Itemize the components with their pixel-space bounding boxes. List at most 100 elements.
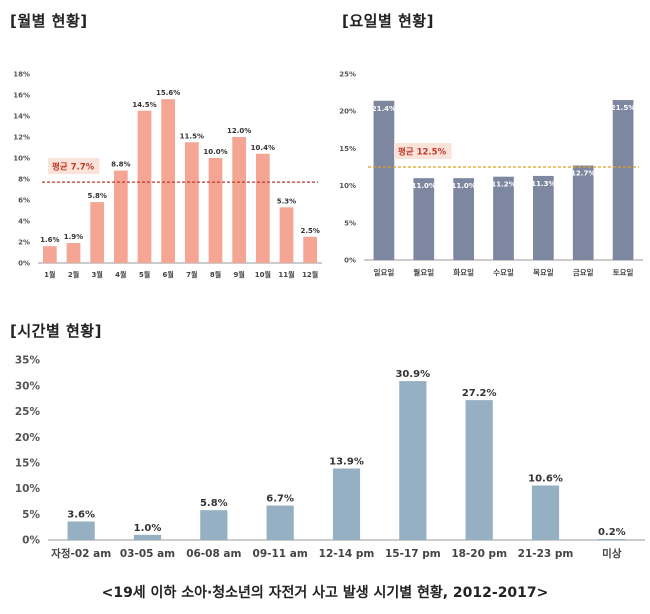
y-tick-label: 4% [18,217,30,225]
bar [133,534,162,540]
y-tick-label: 16% [13,91,30,99]
hourly-chart: 0% 5% 10% 15% 20% 25% 30% 35% 3.6% 자정-02 am 1.0% 03… [15,355,645,560]
bar [208,158,223,263]
data-label: 6.7% [266,494,294,505]
bar [113,170,128,263]
data-label: 11.2% [491,181,515,189]
y-tick-label: 0% [18,259,30,267]
x-tick-label: 1월 [44,270,55,279]
data-label: 0.2% [598,527,626,538]
average-label: 평균 7.7% [52,162,95,173]
x-tick-label: 월요일 [413,267,434,277]
bar [453,178,475,260]
bar [42,246,57,263]
data-label: 21.4% [372,105,396,113]
x-tick-label: 토요일 [613,267,634,277]
x-tick-label: 8월 [210,270,221,279]
data-label: 5.8% [87,192,106,200]
bar [465,400,493,540]
bar [399,381,427,540]
y-tick-label: 20% [15,432,41,444]
x-tick-label: 6월 [163,270,174,279]
x-tick-label: 09-11 am [253,548,308,560]
data-label: 10.4% [251,144,275,152]
x-tick-label: 4월 [115,270,126,279]
y-tick-label: 8% [18,175,30,183]
x-tick-label: 11월 [278,270,294,279]
data-label: 27.2% [462,388,497,399]
x-tick-label: 자정-02 am [51,547,111,560]
data-label: 15.6% [156,89,180,97]
y-tick-label: 10% [13,154,30,162]
x-tick-label: 06-08 am [186,548,241,560]
data-label: 1.9% [64,233,83,241]
y-tick-label: 2% [18,238,30,246]
x-tick-label: 12-14 pm [319,548,375,560]
y-tick-label: 30% [15,380,41,392]
y-tick-label: 18% [13,70,30,78]
x-tick-label: 3월 [92,270,103,279]
bar [200,510,228,540]
data-label: 11.0% [451,182,475,190]
average-label: 평균 12.5% [398,147,447,158]
data-label: 8.8% [111,161,130,169]
x-tick-label: 12월 [302,270,318,279]
weekday-chart: 0% 5% 10% 15% 20% 25% 21.4% 일요일 11.0% 월요일 11.0% 화요일… [339,70,643,277]
bar [532,175,554,260]
y-tick-label: 25% [339,70,356,78]
data-label: 1.6% [40,236,59,244]
data-label: 14.5% [132,101,156,109]
data-label: 13.9% [329,457,364,468]
bar [572,165,594,260]
bar [66,243,81,263]
x-tick-label: 21-23 pm [518,548,574,560]
bar [232,137,247,263]
data-label: 12.7% [571,170,595,178]
data-label: 1.0% [134,523,162,534]
x-tick-label: 수요일 [493,267,514,277]
hourly-panel-title: [시간별 현황] [10,322,102,340]
bar [67,521,95,540]
x-tick-label: 2월 [68,270,79,279]
data-label: 11.5% [180,132,204,140]
x-tick-label: 03-05 am [120,548,175,560]
x-tick-label: 금요일 [573,267,594,277]
x-tick-label: 미상 [602,547,622,560]
x-tick-label: 화요일 [453,267,474,277]
y-tick-label: 5% [22,509,40,521]
x-tick-label: 5월 [139,270,150,279]
x-tick-label: 18-20 pm [451,548,507,560]
bar [266,505,294,540]
bar [303,236,318,263]
figure-caption: <19세 이하 소아·청소년의 자전거 사고 발생 시기별 현황, 2012-2… [101,585,549,601]
y-tick-label: 5% [344,219,356,227]
x-tick-label: 목요일 [533,267,554,277]
bar [612,100,634,260]
monthly-panel-title: [월별 현황] [10,12,88,30]
y-tick-label: 14% [13,112,30,120]
x-tick-label: 일요일 [374,267,395,277]
bar [373,100,395,260]
x-tick-label: 9월 [234,270,245,279]
bar [137,110,152,263]
bar [332,468,361,540]
y-tick-label: 0% [22,535,40,547]
data-label: 10.0% [203,148,227,156]
data-label: 11.3% [531,180,555,188]
y-tick-label: 10% [15,483,41,495]
bar [598,538,626,540]
x-tick-label: 10월 [255,270,271,279]
data-label: 2.5% [300,227,319,235]
weekday-panel-title: [요일별 현황] [342,12,434,30]
bar [279,207,294,263]
y-tick-label: 15% [339,145,356,153]
average-label-background [394,143,452,159]
monthly-chart: 0% 2% 4% 6% 8% 10% 12% 14% 16% 18% 1.6% 1월 1.9% 2월 5.8… [13,70,322,279]
x-tick-label: 7월 [186,270,197,279]
bar [413,178,435,260]
data-label: 12.0% [227,127,251,135]
y-tick-label: 35% [15,355,41,367]
data-label: 3.6% [67,509,95,520]
bar [531,485,560,540]
bar [90,202,105,263]
